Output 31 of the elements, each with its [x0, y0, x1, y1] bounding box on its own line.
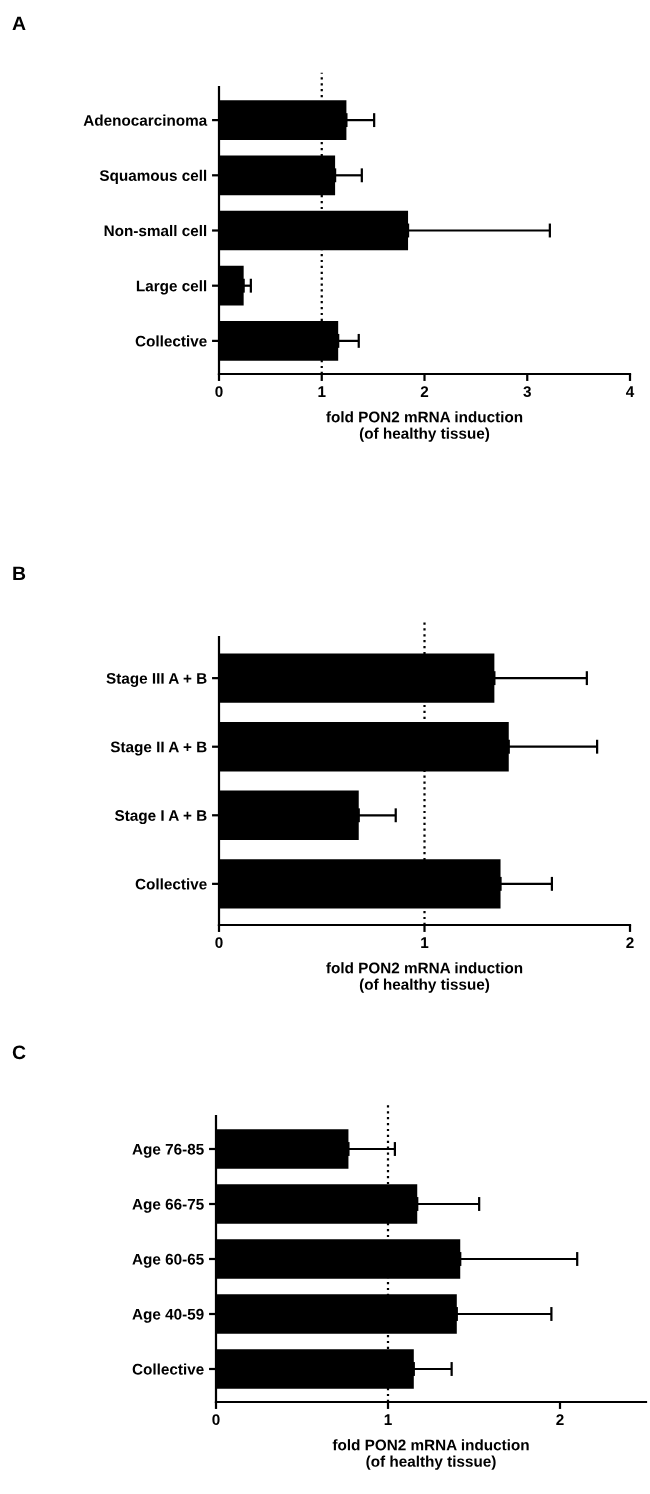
x-axis-title: fold PON2 mRNA induction (of healthy tissue) [332, 1439, 529, 1470]
text: C [12, 1045, 26, 1060]
x-tick-label: 1 [384, 1414, 392, 1425]
y-tick-label: Adenocarcinoma [83, 114, 208, 126]
x-tick-label: 2 [420, 386, 429, 397]
y-tick-label: Stage III A + B [106, 672, 207, 687]
text: A [12, 16, 26, 31]
x-tick-label: 0 [215, 386, 223, 398]
y-tick-label: Large cell [136, 280, 207, 295]
y-tick-label: Stage II A + B [110, 741, 207, 756]
x-axis-title: fold PON2 mRNA induction (of healthy tissue) [326, 962, 523, 993]
x-axis-title: fold PON2 mRNA induction (of healthy tissue) [326, 411, 523, 442]
x-tick-label: 1 [318, 386, 326, 397]
x-tick-label: 2 [556, 1414, 564, 1425]
x-tick-label: 1 [421, 937, 429, 948]
y-tick-label: Age 40-59 [132, 1308, 204, 1323]
x-tick-label: 3 [523, 386, 531, 398]
x-tick-label: 2 [626, 937, 634, 948]
text: B [13, 566, 26, 581]
y-tick-label: Collective [132, 1363, 204, 1375]
y-tick-label: Stage I A + B [114, 810, 207, 825]
x-tick-label: 0 [212, 1414, 220, 1426]
y-tick-label: Non-small cell [104, 224, 207, 237]
y-tick-label: Age 66-75 [132, 1198, 204, 1213]
y-tick-label: Collective [135, 335, 207, 347]
y-tick-label: Age 60-65 [132, 1253, 204, 1268]
x-tick-label: 0 [215, 937, 223, 949]
y-tick-label: Squamous cell [99, 169, 207, 185]
y-tick-label: Age 76-85 [132, 1143, 204, 1158]
x-tick-label: 4 [625, 386, 635, 397]
y-tick-label: Collective [135, 878, 207, 890]
